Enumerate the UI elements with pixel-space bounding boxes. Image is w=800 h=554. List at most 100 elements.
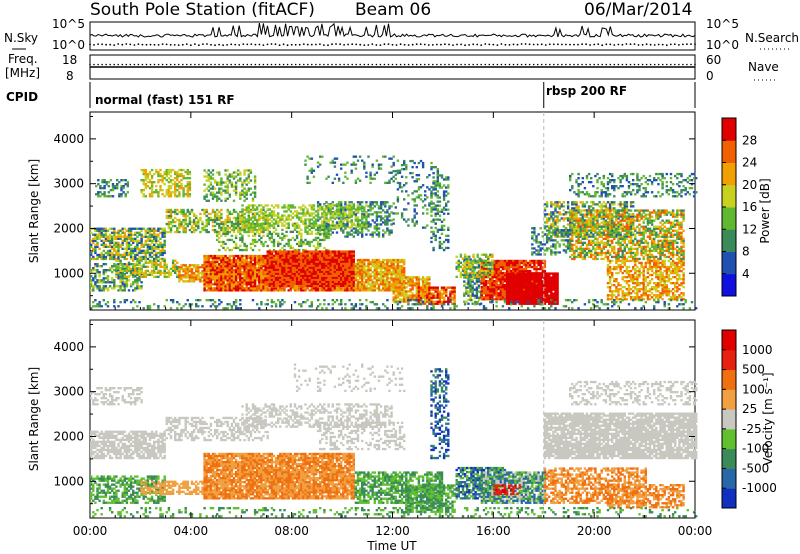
- heatmap-cell: [111, 254, 113, 256]
- heatmap-cell: [218, 289, 220, 291]
- heatmap-cell: [145, 262, 147, 264]
- heatmap-cell: [90, 279, 92, 281]
- heatmap-cell: [136, 262, 138, 264]
- heatmap-cell: [246, 192, 248, 194]
- heatmap-cell: [254, 196, 256, 198]
- heatmap-cell: [151, 274, 153, 276]
- heatmap-cell: [193, 223, 195, 225]
- heatmap-cell: [212, 225, 214, 227]
- heatmap-cell: [153, 181, 155, 183]
- heatmap-cell: [132, 248, 134, 250]
- heatmap-cell: [246, 249, 248, 251]
- heatmap-cell: [206, 223, 208, 225]
- heatmap-cell: [252, 239, 254, 241]
- nave-dot: [190, 64, 192, 66]
- heatmap-cell: [96, 271, 98, 273]
- nsearch-dot: [198, 44, 200, 46]
- heatmap-cell: [119, 264, 121, 266]
- nave-dot: [319, 64, 321, 66]
- heatmap-cell: [254, 194, 256, 196]
- heatmap-cell: [128, 238, 130, 240]
- heatmap-cell: [258, 233, 260, 235]
- heatmap-cell: [258, 239, 260, 241]
- heatmap-cell: [136, 248, 138, 250]
- heatmap-cell: [182, 227, 184, 229]
- heatmap-cell: [193, 264, 195, 266]
- heatmap-cell: [166, 231, 168, 233]
- heatmap-cell: [203, 277, 205, 279]
- heatmap-cell: [246, 179, 248, 181]
- heatmap-cell: [283, 245, 285, 247]
- nave-dot: [432, 64, 434, 66]
- heatmap-cell: [273, 243, 275, 245]
- heatmap-cell: [178, 195, 180, 197]
- heatmap-cell: [119, 285, 121, 287]
- heatmap-cell: [130, 228, 132, 230]
- heatmap-cell: [206, 273, 208, 275]
- heatmap-cell: [153, 238, 155, 240]
- heatmap-cell: [191, 264, 193, 266]
- heatmap-cell: [277, 243, 279, 245]
- heatmap-cell: [185, 177, 187, 179]
- heatmap-cell: [115, 264, 117, 266]
- heatmap-cell: [124, 258, 126, 260]
- heatmap-cell: [128, 228, 130, 230]
- heatmap-cell: [111, 246, 113, 248]
- heatmap-cell: [140, 242, 142, 244]
- heatmap-cell: [214, 273, 216, 275]
- heatmap-cell: [281, 225, 283, 227]
- heatmap-cell: [113, 279, 115, 281]
- nave-dot: [150, 64, 152, 66]
- heatmap-cell: [203, 225, 205, 227]
- heatmap-cell: [191, 209, 193, 211]
- nsearch-dot: [618, 44, 620, 46]
- heatmap-cell: [145, 250, 147, 252]
- heatmap-cell: [281, 233, 283, 235]
- heatmap-cell: [206, 219, 208, 221]
- nsearch-dot: [371, 43, 373, 45]
- heatmap-cell: [113, 238, 115, 240]
- heatmap-cell: [138, 242, 140, 244]
- nsearch-dot: [597, 43, 599, 45]
- nsearch-dot: [210, 44, 212, 46]
- heatmap-cell: [168, 225, 170, 227]
- nave-dot: [618, 64, 620, 66]
- heatmap-cell: [147, 173, 149, 175]
- heatmap-cell: [267, 229, 269, 231]
- heatmap-cell: [132, 283, 134, 285]
- heatmap-cell: [185, 280, 187, 282]
- heatmap-cell: [94, 244, 96, 246]
- heatmap-cell: [214, 196, 216, 198]
- heatmap-cell: [216, 223, 218, 225]
- heatmap-cell: [138, 232, 140, 234]
- nave-dot: [412, 64, 414, 66]
- nave-dot: [117, 64, 119, 66]
- heatmap-cell: [113, 228, 115, 230]
- heatmap-cell: [210, 188, 212, 190]
- heatmap-cell: [90, 275, 92, 277]
- heatmap-cell: [214, 257, 216, 259]
- heatmap-cell: [180, 187, 182, 189]
- heatmap-cell: [140, 179, 142, 181]
- heatmap-cell: [178, 187, 180, 189]
- nave-dot: [468, 64, 470, 66]
- nsearch-dot: [271, 43, 273, 45]
- heatmap-cell: [168, 173, 170, 175]
- heatmap-cell: [119, 268, 121, 270]
- heatmap-cell: [103, 273, 105, 275]
- heatmap-cell: [170, 213, 172, 215]
- heatmap-cell: [151, 242, 153, 244]
- nave-dot: [230, 64, 232, 66]
- heatmap-cell: [153, 268, 155, 270]
- heatmap-cell: [237, 219, 239, 221]
- heatmap-cell: [243, 188, 245, 190]
- heatmap-cell: [246, 177, 248, 179]
- heatmap-cell: [294, 229, 296, 231]
- heatmap-cell: [309, 233, 311, 235]
- heatmap-cell: [235, 184, 237, 186]
- heatmap-cell: [117, 289, 119, 291]
- heatmap-cell: [159, 173, 161, 175]
- heatmap-cell: [224, 233, 226, 235]
- heatmap-cell: [90, 269, 92, 271]
- heatmap-cell: [149, 193, 151, 195]
